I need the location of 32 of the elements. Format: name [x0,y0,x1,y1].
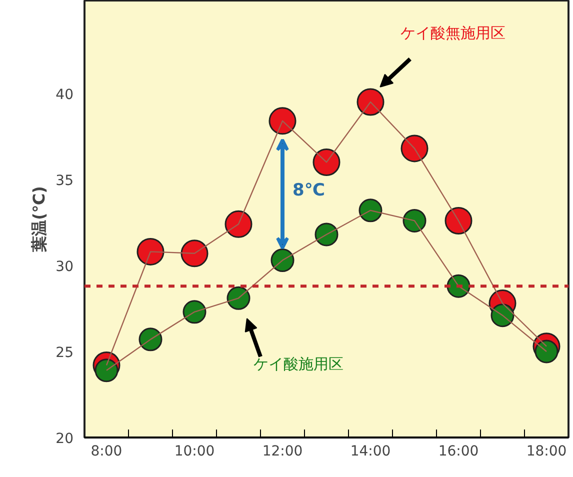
point [270,248,294,272]
x-tick-label: 18:00 [526,444,567,460]
point [224,210,252,238]
annotation: 8℃ [292,180,325,201]
point [534,340,558,364]
x-tick-label: 14:00 [350,444,391,460]
point [400,134,428,162]
text: ケイ酸施用区 [254,355,344,374]
y-axis-title: 葉温(℃) [30,186,49,253]
point [94,358,118,382]
y-tick-label: 30 [56,258,74,275]
point [226,286,250,310]
point [180,240,208,268]
x-tick-label: 12:00 [262,444,303,460]
text: ケイ酸無施用区 [400,24,506,42]
point [356,88,384,116]
x-tick-label: 10:00 [174,444,215,460]
y-tick-label: 20 [56,431,74,447]
y-tick-label: 40 [56,86,74,103]
point [402,208,426,232]
y-tick-label: 25 [56,344,74,361]
point [444,206,472,234]
y-tick-label: 35 [56,172,74,189]
x-tick-label: 8:00 [90,444,122,460]
point [358,198,382,222]
point [136,238,164,266]
x-tick-label: 16:00 [438,444,479,460]
point [138,328,162,352]
point [312,148,340,176]
point [182,300,206,324]
point [314,222,338,246]
point [268,107,296,135]
